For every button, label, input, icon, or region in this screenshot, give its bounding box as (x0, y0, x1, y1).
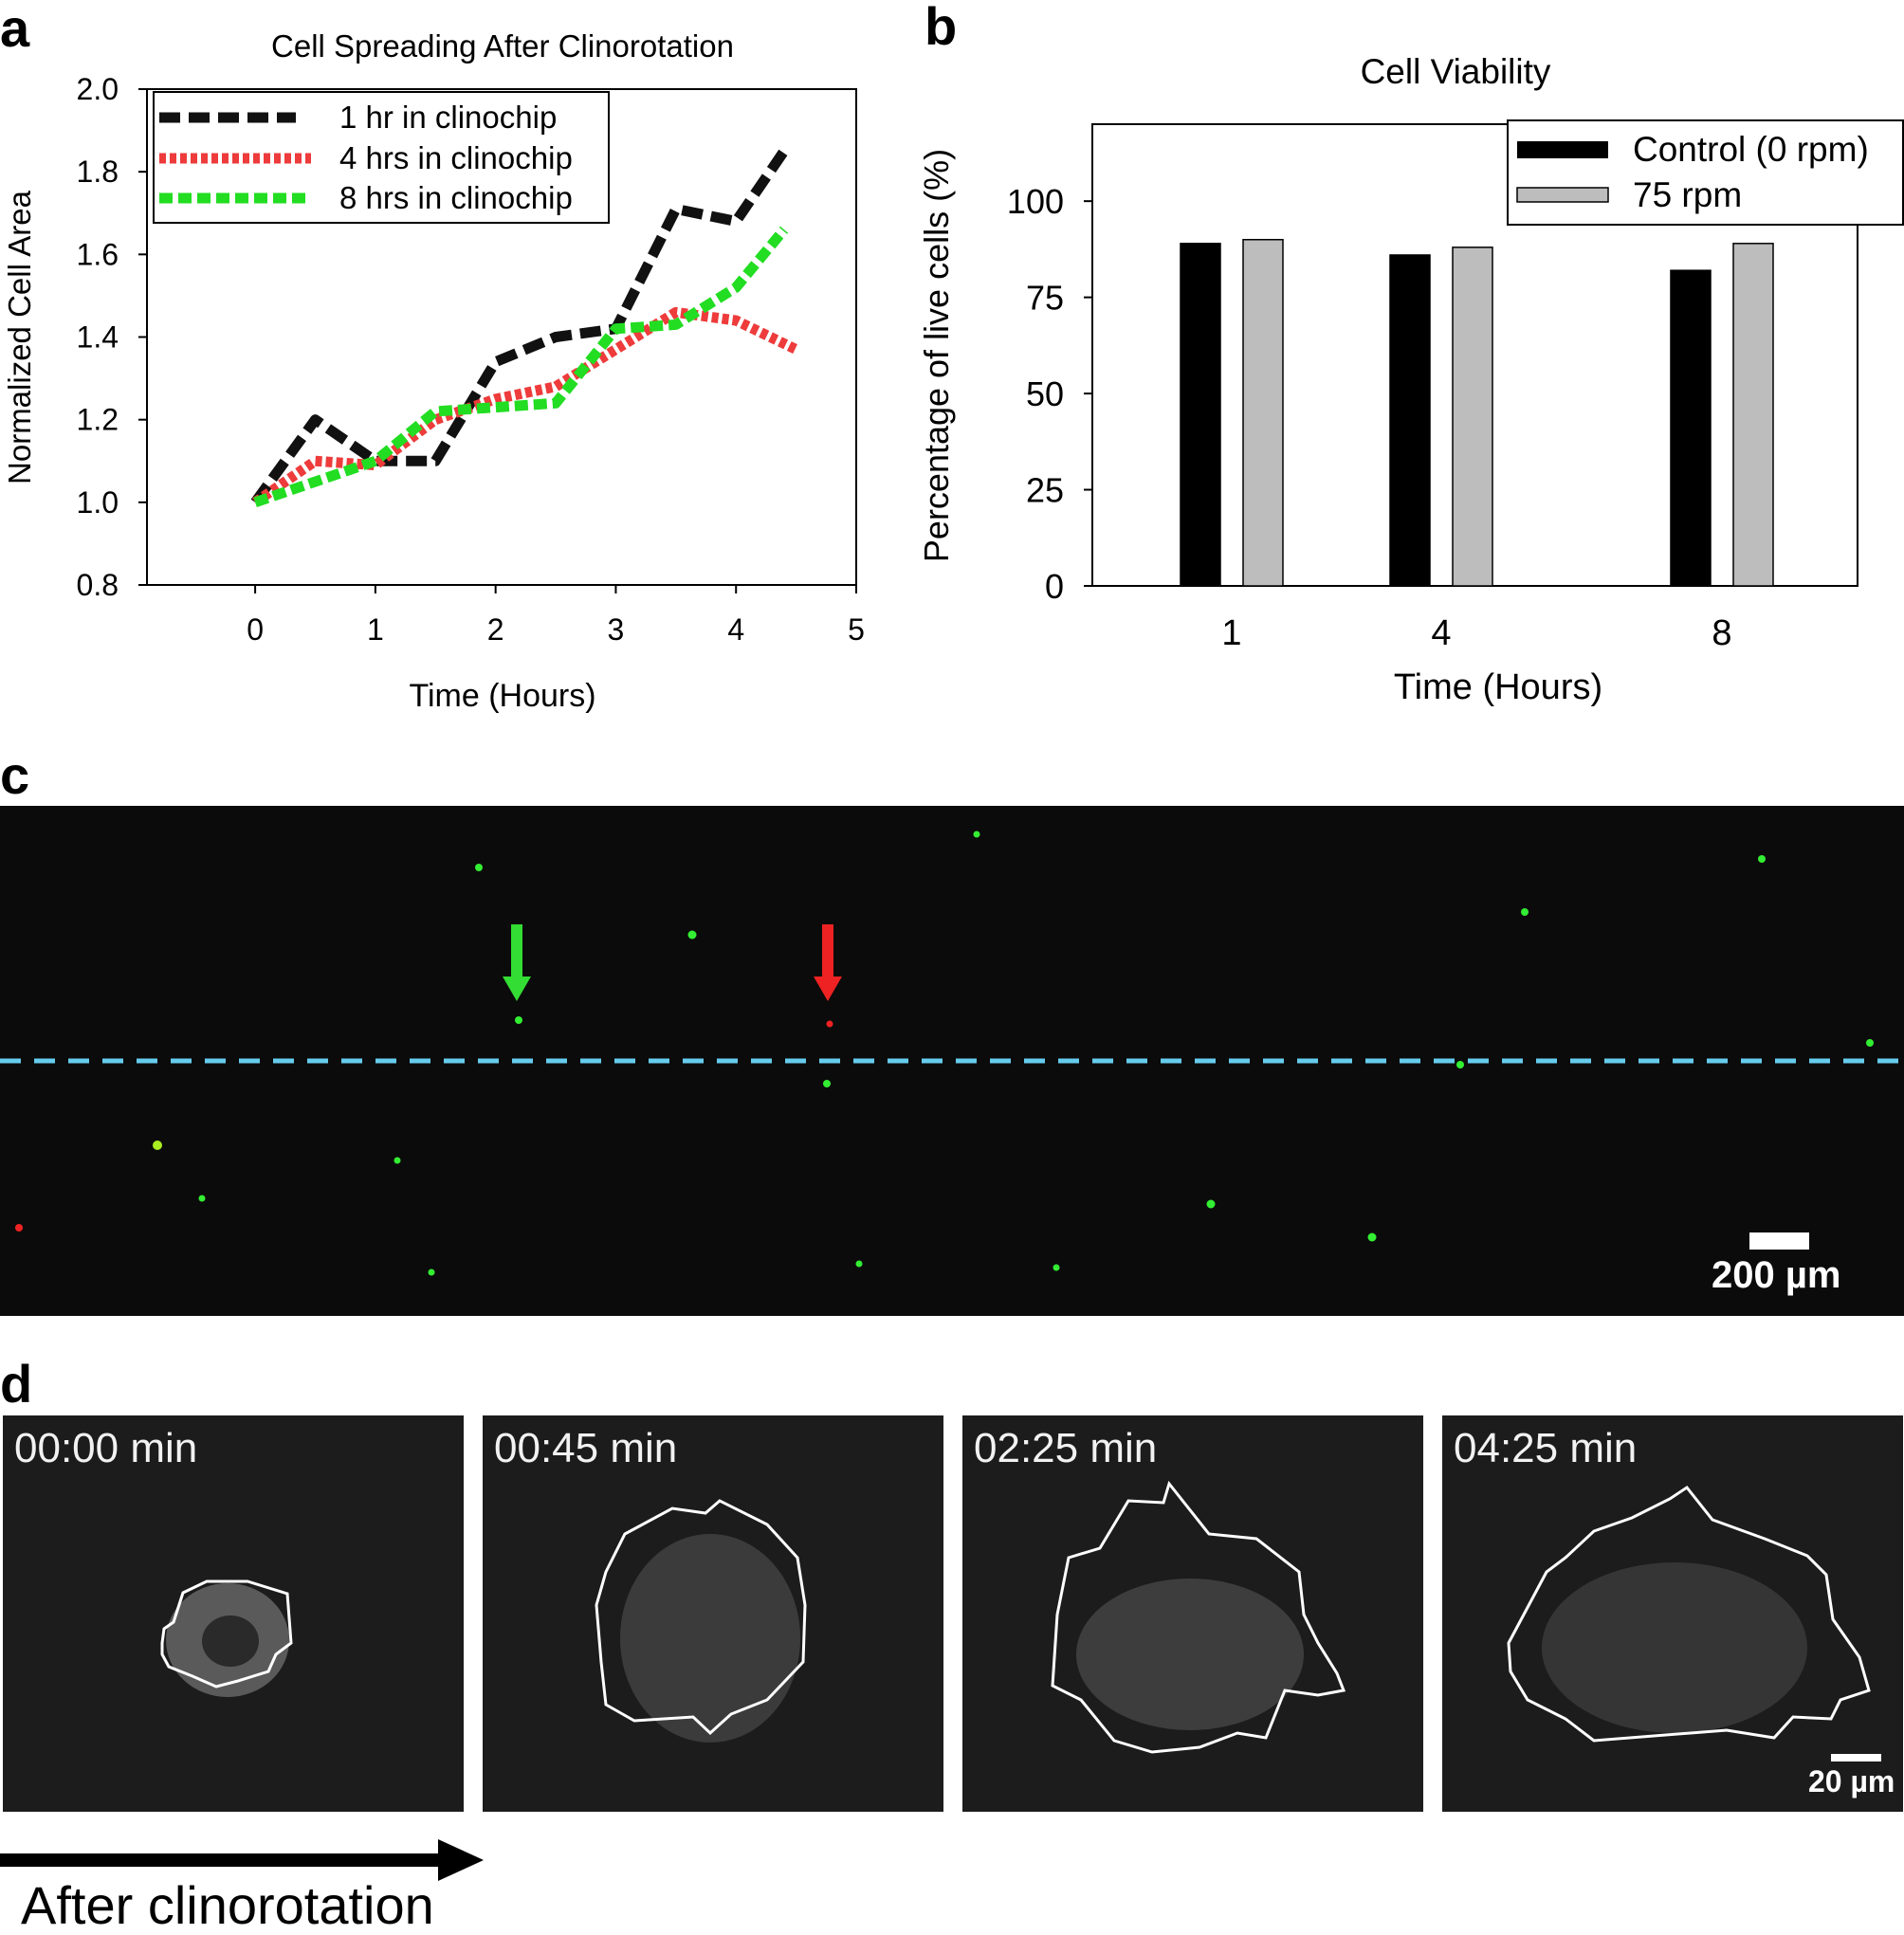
y-tick-label: 50 (1026, 374, 1064, 413)
legend-swatch-75rpm (1516, 187, 1609, 203)
x-tick-label: 1 (367, 612, 384, 647)
live-cell-dot (1367, 1232, 1377, 1242)
series-line-2 (253, 226, 789, 508)
legend-label-control: Control (0 rpm) (1633, 130, 1869, 169)
y-tick-label: 1.2 (77, 403, 119, 437)
x-tick-label: 4 (727, 612, 744, 647)
bar-75-rpm-4 (1452, 246, 1493, 587)
legend-label-4hrs: 4 hrs in clinochip (339, 140, 573, 175)
x-tick-label: 2 (487, 612, 504, 647)
cell-outline (1051, 1480, 1346, 1754)
x-tick-label: 5 (848, 612, 865, 647)
chart-a-title: Cell Spreading After Clinorotation (271, 28, 734, 64)
cell-spreading-line-chart: Cell Spreading After Clinorotation Time … (2, 28, 865, 714)
cell-outline (160, 1579, 293, 1689)
legend-label-75rpm: 75 rpm (1633, 175, 1742, 214)
bar-control-0-rpm--4 (1389, 254, 1431, 587)
chart-a-ylabel: Normalized Cell Area (2, 190, 37, 484)
cell-viability-bar-chart: Cell Viability Time (Hours) Percentage o… (917, 52, 1904, 707)
live-cell-dot (973, 831, 980, 838)
live-cell-dot (428, 1269, 435, 1276)
live-cell-dot (1866, 1039, 1874, 1047)
scale-bar-200um (1749, 1232, 1809, 1250)
live-cell-dot (855, 1260, 863, 1268)
legend-b: Control (0 rpm) 75 rpm (1507, 119, 1904, 226)
timestamp-label: 00:45 min (494, 1425, 678, 1471)
live-cell-dot (1521, 908, 1529, 916)
x-axis-ticks-b: 1 4 8 (1221, 613, 1731, 653)
legend-label-1hr: 1 hr in clinochip (339, 100, 557, 135)
red-arrow-icon (814, 924, 842, 1001)
live-cell-dot (198, 1195, 206, 1202)
legend-label-8hrs: 8 hrs in clinochip (339, 180, 573, 215)
timelapse-frame-2: 02:25 min (962, 1415, 1423, 1812)
y-tick-label: 1.6 (77, 237, 119, 271)
bar-75-rpm-8 (1732, 243, 1774, 587)
time-direction-arrow-icon (0, 1839, 484, 1881)
y-tick-label: 1.0 (77, 485, 119, 520)
timestamp-label: 02:25 min (974, 1425, 1158, 1471)
chart-b-ylabel: Percentage of live cells (%) (917, 149, 956, 562)
legend-box-b (1507, 119, 1904, 226)
panel-letter-c: c (0, 745, 30, 805)
live-cell-dot (1758, 855, 1766, 863)
bar-control-0-rpm--8 (1670, 269, 1712, 587)
bar-control-0-rpm--1 (1180, 243, 1221, 587)
x-tick-label: 1 (1221, 613, 1241, 653)
y-tick-label: 0.8 (77, 568, 119, 602)
live-cell-dot (687, 930, 697, 940)
y-tick-label: 1.8 (77, 155, 119, 189)
y-axis-ticks-b: 0 25 50 75 100 (1007, 182, 1092, 606)
live-cell-dot (515, 1016, 522, 1024)
scale-label-200um: 200 µm (1712, 1254, 1841, 1296)
live-cell-dot (394, 1157, 401, 1164)
live-cell-dot (1206, 1199, 1216, 1209)
y-tick-label: 100 (1007, 182, 1064, 221)
cell-outline (595, 1499, 807, 1736)
fluorescence-overlay (0, 831, 1904, 1276)
timestamp-label: 04:25 min (1454, 1425, 1638, 1471)
y-tick-label: 75 (1026, 279, 1064, 318)
live-dead-fluorescence-image: 200 µm (0, 806, 1904, 1316)
chart-a-xlabel: Time (Hours) (409, 678, 595, 714)
scale-label-20um: 20 µm (1808, 1764, 1895, 1798)
live-cell-dot (1456, 1061, 1464, 1068)
y-tick-label: 1.4 (77, 320, 119, 355)
cell-outline (1507, 1485, 1871, 1743)
after-clinorotation-label: After clinorotation (21, 1875, 434, 1935)
live-cell-dot (153, 1141, 162, 1150)
y-tick-label: 0 (1045, 567, 1064, 606)
y-tick-label: 25 (1026, 471, 1064, 510)
y-axis-ticks-a: 0.8 1.0 1.2 1.4 1.6 1.8 2.0 (77, 72, 147, 602)
y-tick-label: 2.0 (77, 72, 119, 106)
legend-a: 1 hr in clinochip 4 hrs in clinochip 8 h… (153, 91, 610, 224)
panel-letter-a: a (0, 0, 30, 58)
green-arrow-icon (503, 924, 531, 1001)
timelapse-frame-0: 00:00 min (3, 1415, 464, 1812)
live-cell-dot (1053, 1264, 1060, 1271)
x-tick-label: 4 (1431, 613, 1451, 653)
live-cell-dot (823, 1080, 831, 1087)
scale-bar-20um (1831, 1754, 1881, 1762)
timelapse-frame-3: 04:25 min 20 µm (1442, 1415, 1903, 1812)
dead-cell-dot (826, 1020, 833, 1028)
dead-cell-dot (15, 1224, 23, 1232)
bar-75-rpm-1 (1242, 239, 1284, 587)
timestamp-label: 00:00 min (14, 1425, 198, 1471)
panel-letter-b: b (925, 0, 958, 56)
panel-letter-d: d (0, 1354, 33, 1414)
series-line-0 (250, 148, 789, 506)
bars-b (1180, 239, 1774, 587)
chart-b-xlabel: Time (Hours) (1394, 667, 1602, 707)
series-line-1 (251, 306, 798, 507)
x-axis-ticks-a: 0 1 2 3 4 5 (247, 585, 865, 647)
timelapse-frame-1: 00:45 min (483, 1415, 943, 1812)
chart-b-title: Cell Viability (1361, 52, 1551, 91)
series-lines-a (250, 148, 798, 508)
legend-swatch-control (1517, 141, 1608, 158)
x-tick-label: 8 (1712, 613, 1731, 653)
x-tick-label: 3 (608, 612, 625, 647)
live-cell-dot (475, 864, 483, 871)
x-tick-label: 0 (247, 612, 264, 647)
